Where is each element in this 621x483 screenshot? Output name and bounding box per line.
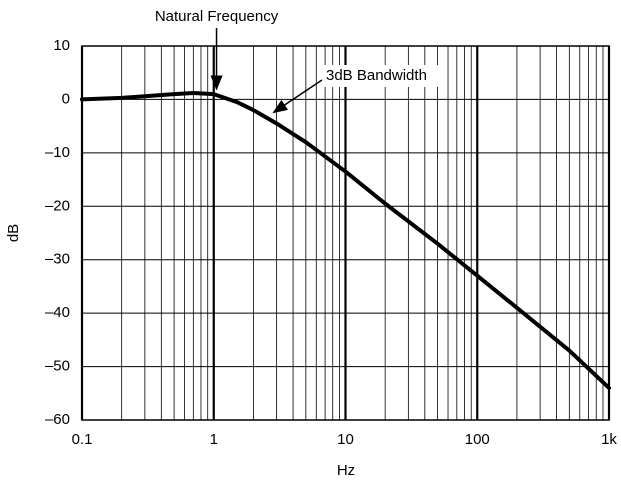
x-tick-label: 1k	[601, 431, 617, 448]
annotation-arrow	[272, 79, 323, 114]
y-tick-label: –40	[45, 304, 70, 321]
data-line	[80, 91, 611, 390]
annotation: Natural Frequency	[155, 8, 279, 25]
y-tick-label: –30	[45, 251, 70, 268]
y-tick-label: –50	[45, 358, 70, 375]
annotation: 3dB Bandwidth	[326, 67, 427, 84]
y-tick-label: –20	[45, 197, 70, 214]
y-tick-label: 10	[53, 37, 70, 54]
x-tick-label: 0.1	[72, 431, 93, 448]
x-tick-label: 100	[465, 431, 490, 448]
annotation-bg	[146, 6, 287, 28]
y-tick-label: –60	[45, 411, 70, 428]
y-axis-label: dB	[5, 224, 22, 242]
plot-frame	[81, 45, 610, 421]
y-tick-label: –10	[45, 144, 70, 161]
x-tick-label: 1	[210, 431, 218, 448]
annotation-bg	[322, 65, 442, 87]
x-tick-label: 10	[337, 431, 354, 448]
x-axis-label: Hz	[337, 462, 355, 479]
y-tick-label: 0	[62, 90, 70, 107]
